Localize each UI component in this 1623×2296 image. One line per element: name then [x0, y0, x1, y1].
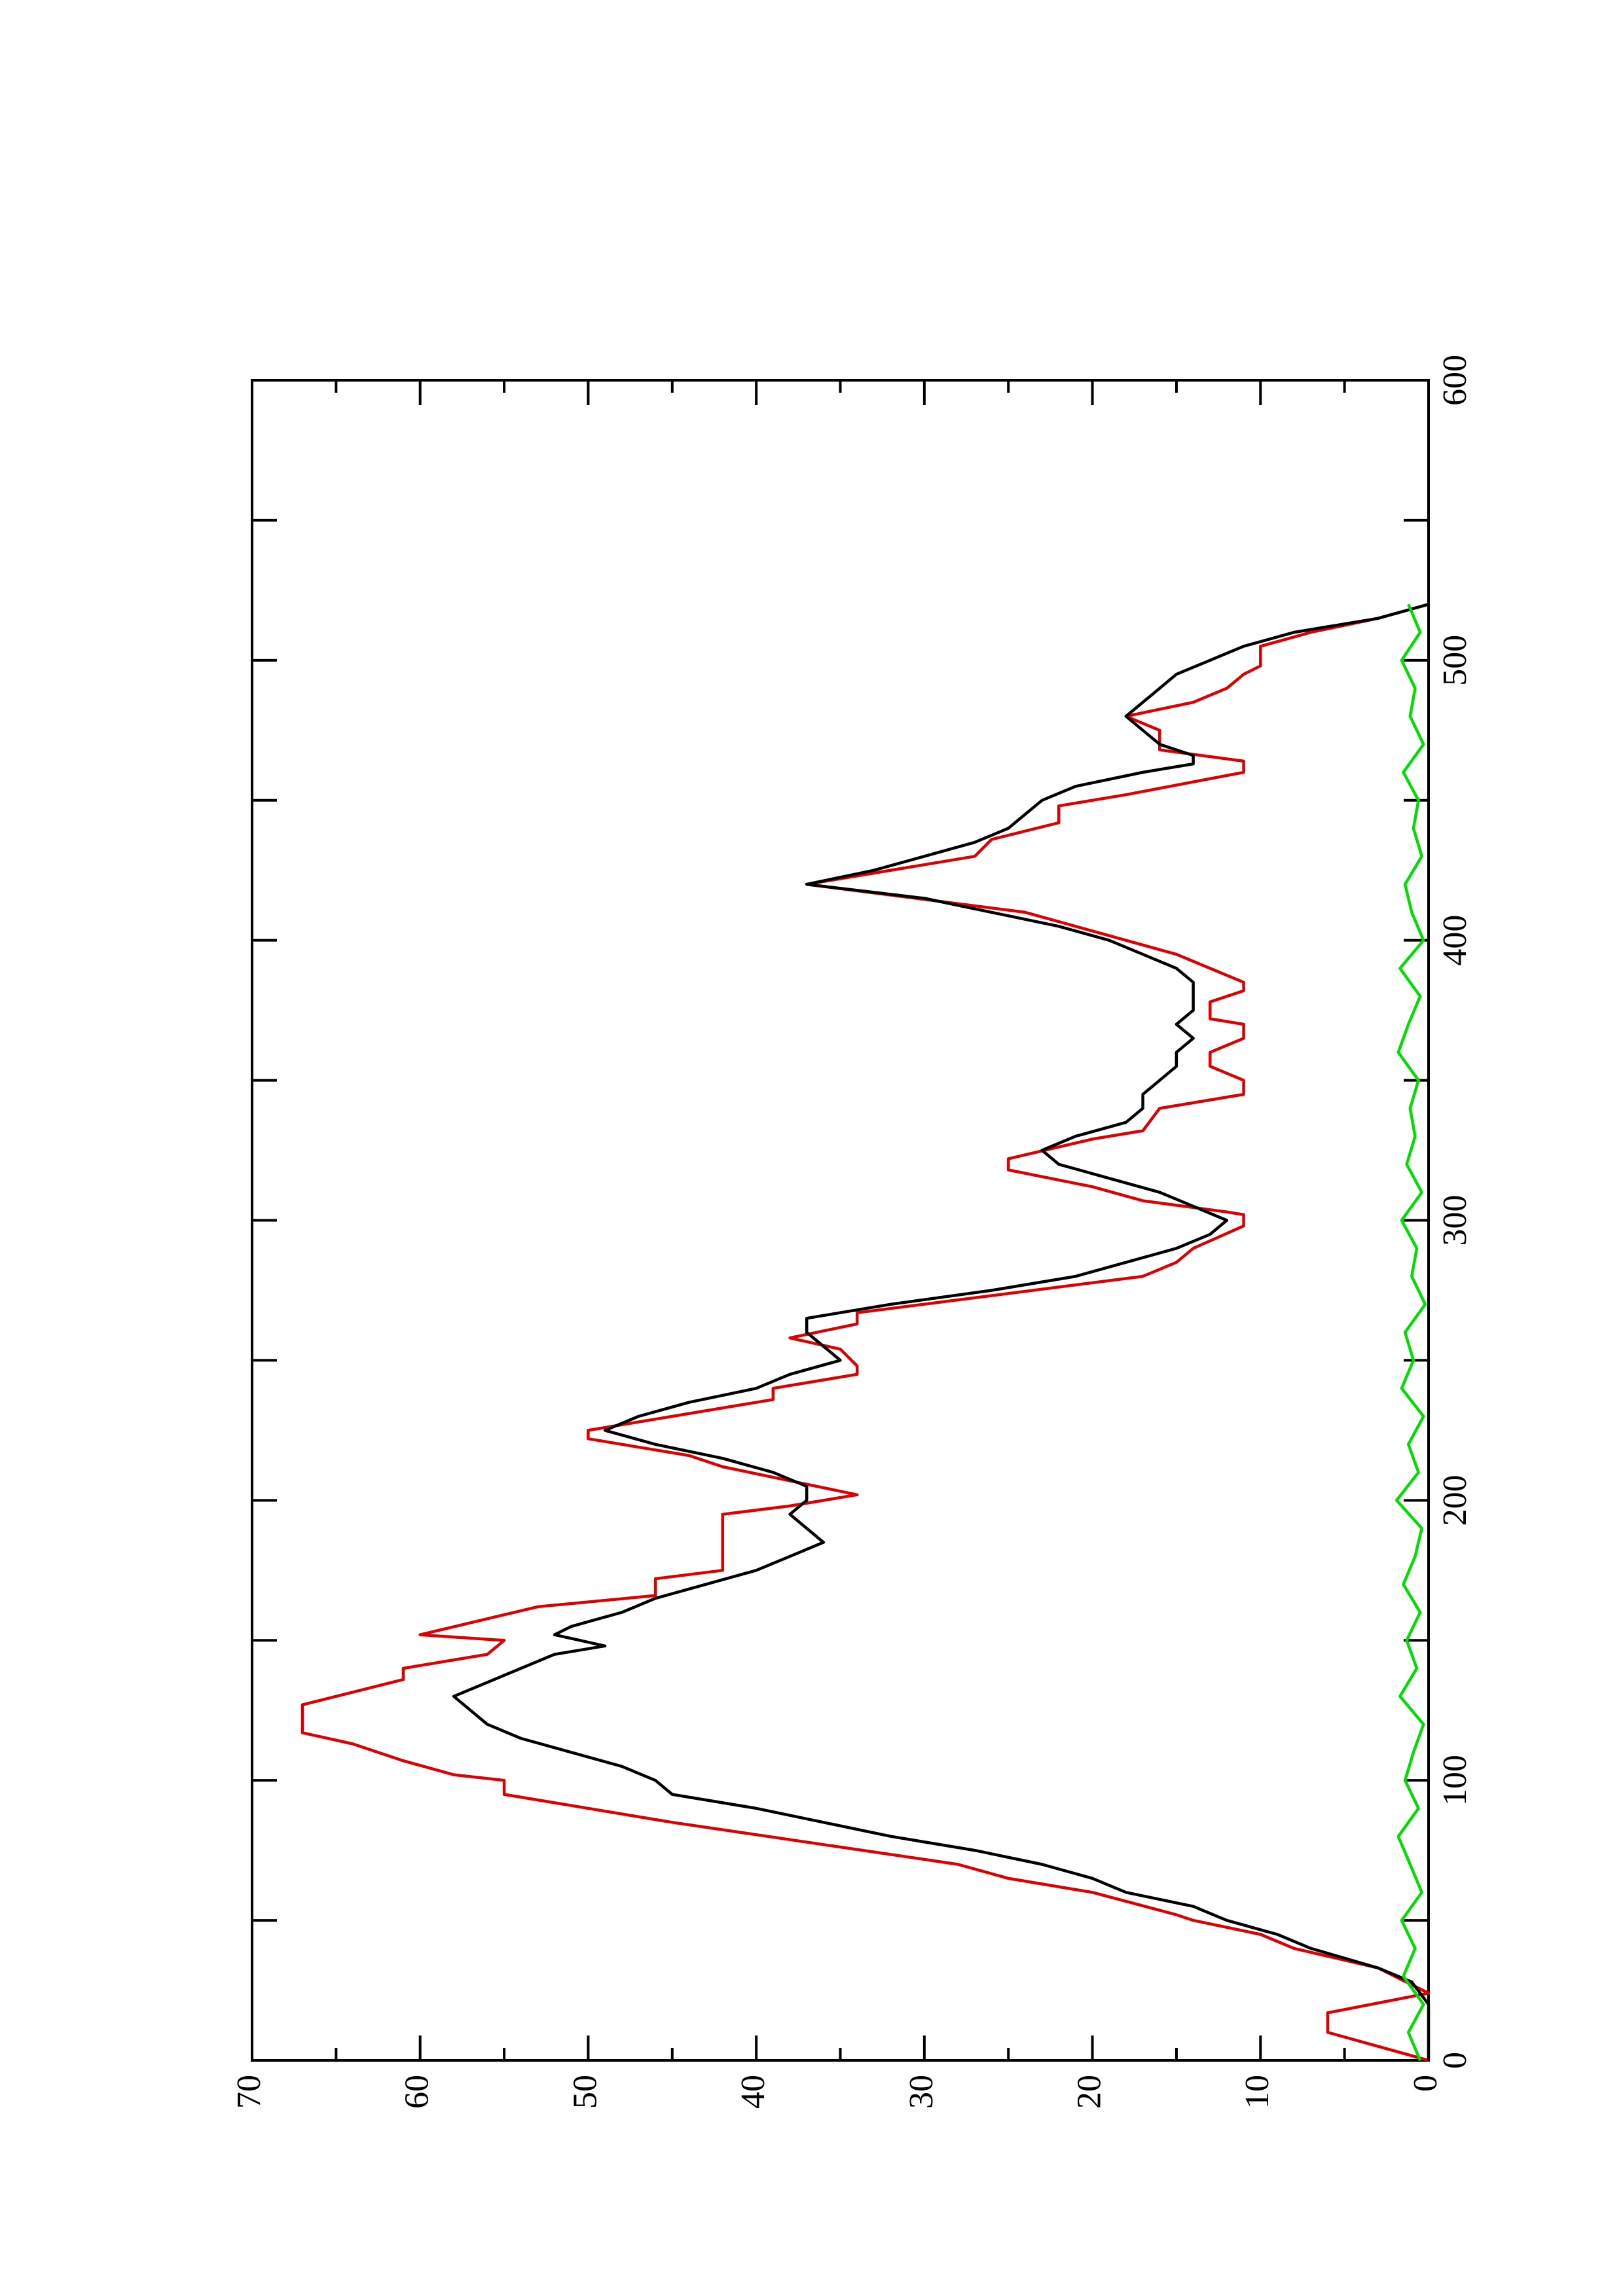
y-tick-label: 50 — [566, 2075, 604, 2109]
y-tick-label: 0 — [1407, 2075, 1444, 2092]
y-tick-label: 20 — [1071, 2075, 1108, 2109]
x-tick-label: 600 — [1436, 355, 1474, 406]
x-tick-label: 300 — [1436, 1195, 1474, 1246]
y-tick-label: 10 — [1239, 2075, 1276, 2109]
y-tick-label: 60 — [399, 2075, 436, 2109]
x-tick-label: 100 — [1436, 1755, 1474, 1806]
series-line — [1395, 603, 1427, 2061]
x-tick-label: 400 — [1436, 915, 1474, 966]
series-line — [452, 603, 1431, 2060]
x-tick-label: 500 — [1436, 635, 1474, 686]
y-tick-label: 70 — [230, 2075, 268, 2109]
x-tick-label: 200 — [1436, 1475, 1474, 1526]
series-line — [301, 603, 1431, 2062]
x-tick-label: 0 — [1436, 2052, 1474, 2069]
plot-frame — [251, 379, 1430, 2062]
y-tick-label: 30 — [903, 2075, 940, 2109]
y-tick-label: 40 — [735, 2075, 772, 2109]
